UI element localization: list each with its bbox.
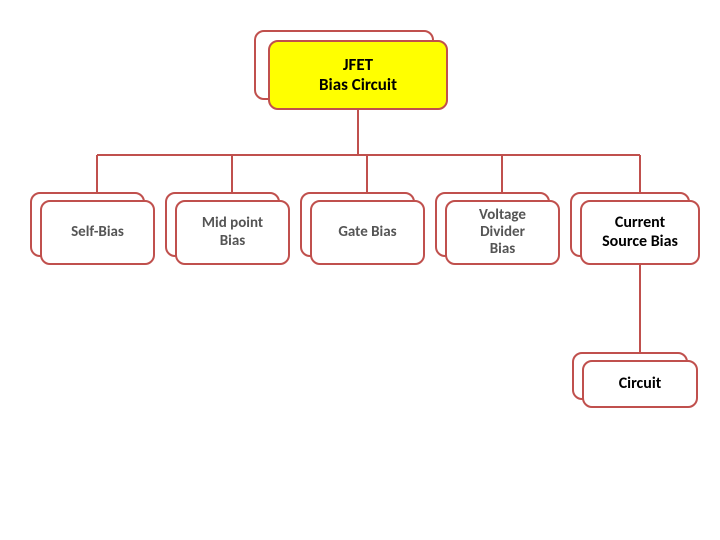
node-circuit-label: Circuit: [619, 375, 662, 393]
node-root-box: JFET Bias Circuit: [268, 40, 448, 110]
node-current-source-line1: Current: [615, 214, 665, 232]
node-root: JFET Bias Circuit: [268, 40, 448, 110]
node-gate-bias-box: Gate Bias: [310, 200, 425, 265]
node-mid-point-box: Mid point Bias: [175, 200, 290, 265]
node-root-line1: JFET: [343, 55, 373, 75]
node-voltage-divider-line2: Divider: [480, 224, 525, 241]
node-voltage-divider-line3: Bias: [490, 241, 515, 258]
node-voltage-divider-box: Voltage Divider Bias: [445, 200, 560, 265]
node-circuit-box: Circuit: [582, 360, 698, 408]
node-gate-bias-label: Gate Bias: [338, 224, 396, 241]
node-mid-point-line2: Bias: [220, 233, 245, 250]
node-root-line2: Bias Circuit: [319, 75, 397, 95]
node-gate-bias: Gate Bias: [310, 200, 425, 265]
node-voltage-divider: Voltage Divider Bias: [445, 200, 560, 265]
node-self-bias: Self-Bias: [40, 200, 155, 265]
node-self-bias-box: Self-Bias: [40, 200, 155, 265]
node-self-bias-label: Self-Bias: [71, 224, 124, 241]
node-circuit: Circuit: [582, 360, 698, 408]
node-mid-point-line1: Mid point: [202, 215, 263, 232]
node-current-source-line2: Source Bias: [602, 233, 678, 251]
node-current-source: Current Source Bias: [580, 200, 700, 265]
node-current-source-box: Current Source Bias: [580, 200, 700, 265]
node-mid-point: Mid point Bias: [175, 200, 290, 265]
node-voltage-divider-line1: Voltage: [479, 207, 526, 224]
